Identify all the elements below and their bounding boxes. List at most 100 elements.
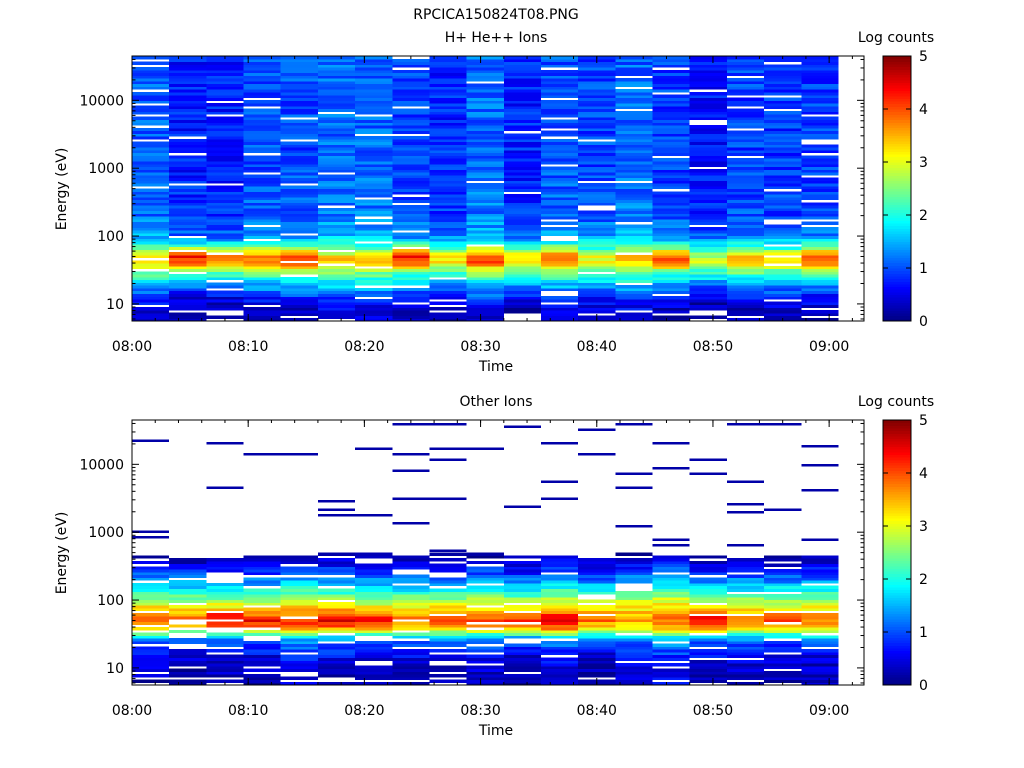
heatmap-cell — [317, 682, 356, 686]
colorbar-swatch — [883, 289, 911, 293]
heatmap-cell — [615, 665, 653, 670]
heatmap-cell — [466, 638, 504, 642]
heatmap-cell — [652, 591, 690, 595]
heatmap-cell — [578, 243, 616, 248]
heatmap-cell — [132, 97, 170, 101]
heatmap-cell — [132, 105, 170, 110]
heatmap-cell — [578, 216, 616, 220]
heatmap-cell — [726, 596, 765, 601]
heatmap-cell — [392, 127, 430, 132]
heatmap-cell — [280, 453, 318, 456]
heatmap-cell — [689, 86, 727, 90]
heatmap-cell — [466, 671, 504, 675]
heatmap-cell — [689, 174, 727, 179]
y-tick-label: 100 — [97, 593, 124, 609]
heatmap-cell — [801, 75, 839, 79]
heatmap-cell — [540, 72, 579, 76]
heatmap-cell — [578, 111, 616, 115]
heatmap-cell — [652, 651, 690, 656]
colorbar-swatch — [883, 605, 911, 609]
colorbar-swatch — [883, 220, 911, 224]
heatmap-cell — [392, 218, 430, 223]
heatmap-cell — [206, 138, 244, 143]
heatmap-cell — [503, 585, 541, 589]
heatmap-cell — [801, 80, 839, 85]
heatmap-cell — [578, 254, 616, 259]
heatmap-cell — [132, 232, 170, 237]
heatmap-cell — [317, 152, 356, 156]
heatmap-cell — [206, 58, 244, 63]
heatmap-cell — [615, 83, 653, 87]
heatmap-cell — [280, 596, 318, 601]
heatmap-cell — [429, 243, 467, 248]
heatmap-cell — [578, 276, 616, 281]
heatmap-cell — [317, 290, 356, 294]
heatmap-cell — [689, 155, 727, 159]
colorbar-swatch — [883, 286, 911, 290]
heatmap-cell — [503, 138, 541, 143]
heatmap-cell — [169, 649, 207, 653]
heatmap-cell — [392, 177, 430, 181]
heatmap-cell — [615, 673, 653, 678]
heatmap-cell — [392, 89, 430, 93]
heatmap-cell — [540, 615, 579, 620]
heatmap-cell — [540, 91, 579, 96]
heatmap-cell — [392, 83, 430, 87]
heatmap-cell — [801, 268, 839, 272]
colorbar-swatch — [883, 85, 911, 89]
heatmap-cell — [317, 673, 356, 678]
colorbar-swatch — [883, 249, 911, 253]
heatmap-cell — [578, 75, 616, 79]
heatmap-cell — [317, 668, 356, 672]
heatmap-cell — [206, 174, 244, 179]
heatmap-cell — [243, 257, 281, 261]
heatmap-cell — [466, 263, 504, 267]
heatmap-cell — [540, 144, 579, 148]
heatmap-cell — [540, 216, 579, 220]
heatmap-cell — [466, 86, 504, 90]
heatmap-cell — [726, 544, 765, 547]
heatmap-cell — [764, 202, 802, 206]
heatmap-cell — [243, 221, 281, 225]
heatmap-cell — [726, 271, 765, 275]
heatmap-cell — [392, 274, 430, 278]
heatmap-cell — [392, 632, 430, 636]
heatmap-cell — [132, 149, 170, 154]
heatmap-cell — [355, 676, 393, 681]
heatmap-cell — [615, 615, 653, 620]
heatmap-cell — [540, 174, 579, 179]
heatmap-cell — [429, 563, 467, 567]
heatmap-cell — [392, 213, 430, 217]
heatmap-cell — [801, 566, 839, 570]
heatmap-cell — [801, 136, 839, 140]
heatmap-cell — [652, 673, 690, 678]
heatmap-cell — [317, 312, 356, 317]
heatmap-cell — [132, 188, 170, 192]
heatmap-cell — [652, 152, 690, 156]
y-tick-label: 10000 — [79, 457, 124, 473]
heatmap-cell — [132, 91, 170, 96]
heatmap-cell — [169, 260, 207, 264]
heatmap-cell — [578, 122, 616, 126]
heatmap-cell — [503, 147, 541, 151]
heatmap-cell — [206, 442, 244, 445]
heatmap-cell — [392, 78, 430, 82]
heatmap-cell — [206, 290, 244, 294]
heatmap-cell — [540, 80, 579, 85]
heatmap-cell — [801, 182, 839, 187]
heatmap-cell — [280, 133, 318, 137]
heatmap-cell — [132, 249, 170, 253]
heatmap-cell — [243, 566, 281, 570]
heatmap-cell — [243, 86, 281, 90]
heatmap-cell — [317, 58, 356, 63]
heatmap-cell — [764, 276, 802, 281]
heatmap-cell — [801, 191, 839, 195]
heatmap-cell — [466, 174, 504, 179]
heatmap-cell — [503, 276, 541, 281]
heatmap-cell — [578, 560, 616, 565]
heatmap-cell — [540, 265, 579, 270]
heatmap-cell — [243, 318, 281, 322]
heatmap-cell — [503, 133, 541, 137]
heatmap-cell — [652, 111, 690, 115]
heatmap-cell — [392, 235, 430, 239]
